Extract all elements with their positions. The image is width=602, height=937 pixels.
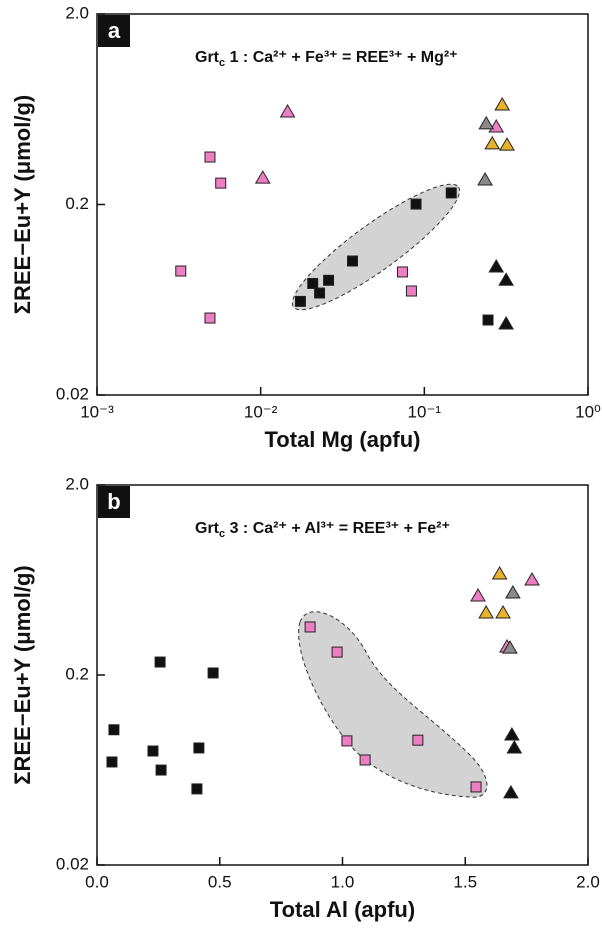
data-point	[412, 734, 424, 746]
data-point	[175, 265, 187, 277]
data-point	[470, 588, 486, 602]
annotation-part: Grt	[195, 520, 220, 537]
data-point	[524, 572, 540, 586]
data-point	[470, 781, 482, 793]
x-tick-label: 10⁰	[575, 402, 601, 421]
data-point	[307, 277, 319, 289]
data-point	[294, 295, 306, 307]
annotation-part: Grt	[195, 49, 220, 66]
annotation: Grtc 3 : Ca²⁺ + Al³⁺ = REE³⁺ + Fe²⁺	[195, 520, 450, 540]
x-tick-label: 10⁻¹	[408, 402, 442, 421]
data-point	[304, 621, 316, 633]
data-point	[191, 783, 203, 795]
annotation: Grtc 1 : Ca²⁺ + Fe³⁺ = REE³⁺ + Mg²⁺	[195, 49, 458, 69]
annotation-part: c	[219, 57, 225, 69]
data-point	[215, 177, 227, 189]
panel-label-box	[98, 15, 130, 47]
data-point	[495, 605, 511, 619]
data-point	[106, 756, 118, 768]
data-point	[155, 764, 167, 776]
data-point	[505, 585, 521, 599]
x-tick-label: 1.5	[453, 872, 477, 891]
group-outline	[291, 183, 461, 311]
x-tick-label: 0.5	[208, 872, 232, 891]
group-outline	[298, 611, 488, 798]
data-point	[154, 656, 166, 668]
x-tick-label: 1.0	[331, 872, 355, 891]
panel-label-box	[98, 486, 130, 518]
data-point	[477, 171, 493, 186]
x-tick-label: 10⁻³	[80, 402, 114, 421]
data-point	[405, 285, 417, 297]
y-axis-label: ΣREE−Eu+Y (μmol/g)	[10, 565, 35, 784]
annotation-part: 3 : Ca²⁺ + Al³⁺ = REE³⁺ + Fe²⁺	[225, 520, 450, 537]
data-point	[347, 255, 359, 267]
data-point	[314, 287, 326, 299]
data-point	[478, 115, 495, 130]
data-point	[410, 198, 422, 210]
y-tick-label: 0.02	[56, 854, 89, 873]
data-point	[108, 724, 120, 736]
data-point	[254, 170, 271, 184]
y-tick-label: 0.2	[65, 194, 89, 213]
annotation-part: c	[219, 528, 225, 540]
x-tick-label: 10⁻²	[244, 402, 278, 421]
data-point	[323, 274, 335, 286]
data-point	[478, 605, 494, 619]
plot-frame	[96, 13, 589, 396]
data-point	[491, 566, 508, 580]
data-point	[484, 135, 501, 150]
data-point	[502, 640, 518, 654]
data-point	[445, 187, 457, 199]
data-point	[331, 646, 343, 658]
y-tick-label: 0.02	[56, 384, 89, 403]
data-point	[204, 151, 216, 163]
data-point	[204, 312, 216, 324]
data-point	[341, 735, 353, 747]
panel-label: b	[107, 489, 120, 514]
x-tick-label: 0.0	[85, 872, 109, 891]
x-axis-label: Total Mg (apfu)	[265, 427, 421, 452]
annotation-part: 1 : Ca²⁺ + Fe³⁺ = REE³⁺ + Mg²⁺	[225, 49, 457, 66]
data-point	[147, 745, 159, 757]
data-point	[504, 727, 520, 741]
data-point	[279, 103, 296, 118]
data-point	[207, 667, 219, 679]
y-tick-label: 2.0	[65, 3, 89, 22]
y-tick-label: 2.0	[65, 474, 89, 493]
data-point	[503, 784, 519, 799]
data-point	[499, 137, 515, 151]
data-point	[359, 754, 371, 766]
x-tick-label: 2.0	[576, 872, 600, 891]
y-axis-label: ΣREE−Eu+Y (μmol/g)	[10, 95, 35, 314]
data-point	[494, 96, 511, 111]
data-point	[488, 258, 505, 273]
data-point	[498, 315, 514, 330]
panel-label: a	[108, 18, 121, 43]
data-point	[498, 272, 514, 286]
y-tick-label: 0.2	[65, 664, 89, 683]
data-point	[396, 266, 408, 278]
data-point	[506, 739, 523, 754]
data-point	[482, 314, 494, 326]
x-axis-label: Total Al (apfu)	[270, 897, 415, 922]
data-point	[193, 742, 205, 754]
